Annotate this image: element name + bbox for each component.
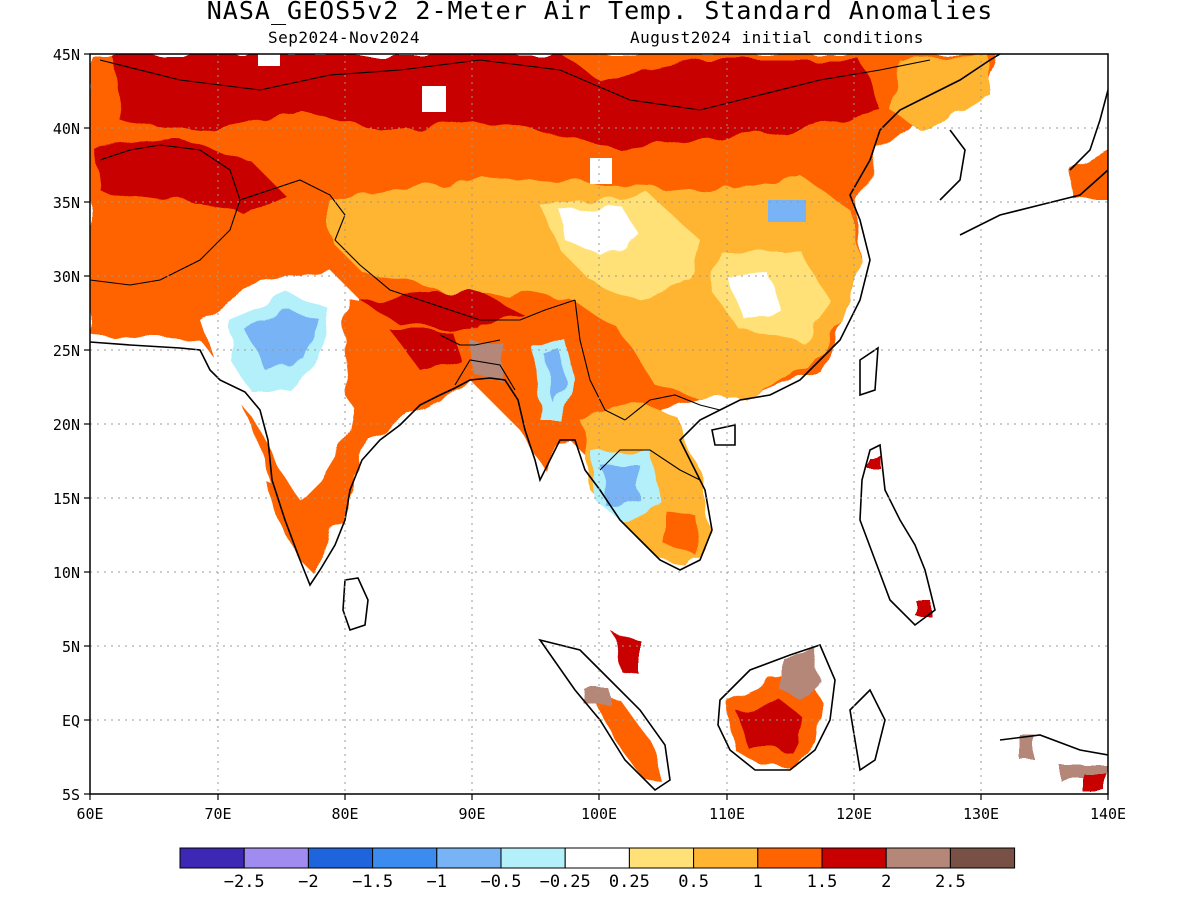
longitude-labels: 60E 70E 80E 90E 100E 110E 120E 130E 140E [76,805,1126,823]
lon-label: 90E [458,805,485,823]
colorbar-swatch [628,847,695,869]
axis-ticks [84,53,1109,800]
forecast-period: Sep2024-Nov2024 [268,28,420,47]
lat-label: 5S [62,786,80,804]
lon-label: 80E [331,805,358,823]
coastlines [90,54,1108,792]
lon-label: 70E [204,805,231,823]
colorbar-label: −0.5 [481,872,522,892]
lat-label: 10N [53,564,80,582]
lat-label: 5N [62,638,80,656]
lat-label: 40N [53,120,80,138]
colorbar: −2.5 −2 −1.5 −1 −0.5 −0.25 0.25 0.5 1 1.5 2 2.5 [179,847,1016,892]
lat-label: 20N [53,416,80,434]
lat-label: 45N [53,46,80,64]
lon-label: 140E [1090,805,1126,823]
initial-conditions-label: August2024 initial conditions [630,28,924,47]
colorbar-swatch [821,847,887,869]
lon-label: 110E [709,805,745,823]
colorbar-label: −0.25 [540,872,591,892]
colorbar-label: 0.5 [678,872,709,892]
colorbar-label: 1 [753,872,763,892]
country-borders [90,59,931,481]
colorbar-swatch [243,847,309,869]
colorbar-swatch [693,847,759,869]
lon-label: 60E [76,805,103,823]
colorbar-label: 2 [881,872,891,892]
latitude-labels: 45N 40N 35N 30N 25N 20N 15N 10N 5N EQ 5S [53,46,80,804]
lon-label: 130E [963,805,999,823]
lon-label: 120E [836,805,872,823]
colorbar-swatch [949,847,1016,869]
chart-title: NASA_GEOS5v2 2-Meter Air Temp. Standard … [206,0,994,25]
colorbar-swatch [500,847,566,869]
colorbar-label: −2 [298,872,318,892]
lat-label: EQ [62,712,80,730]
colorbar-swatch [564,847,630,869]
colorbar-label: −1.5 [352,872,393,892]
colorbar-label: 2.5 [935,872,966,892]
colorbar-swatch [757,847,823,869]
anomaly-shading [90,54,1108,794]
lat-label: 35N [53,194,80,212]
colorbar-label: 0.25 [609,872,650,892]
colorbar-label: 1.5 [807,872,838,892]
lon-label: 100E [581,805,617,823]
lat-label: 30N [53,268,80,286]
lat-label: 15N [53,490,80,508]
colorbar-swatch [179,847,245,869]
colorbar-swatch [885,847,951,869]
colorbar-swatch [307,847,374,869]
colorbar-swatch [436,847,502,869]
colorbar-swatch [372,847,438,869]
colorbar-label: −2.5 [224,872,265,892]
colorbar-label: −1 [427,872,447,892]
graticule [90,54,1108,794]
lat-label: 25N [53,342,80,360]
